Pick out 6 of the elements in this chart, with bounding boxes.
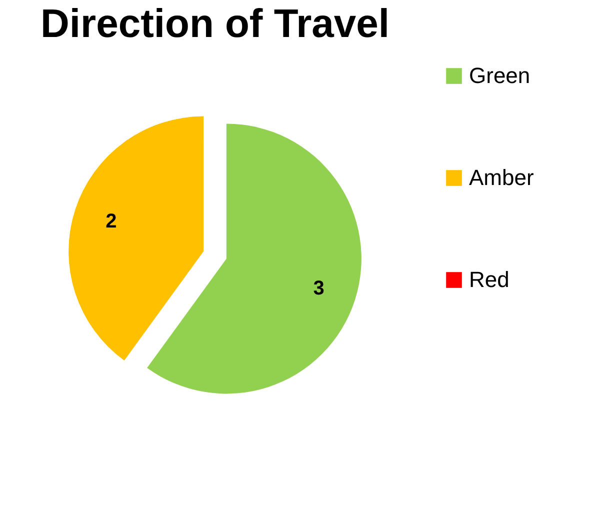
legend-label: Amber (469, 165, 534, 190)
legend-label: Red (469, 267, 510, 292)
data-label: 2 (106, 210, 117, 232)
data-label: 3 (313, 278, 324, 300)
legend-label: Green (469, 63, 530, 88)
chart-title: Direction of Travel (40, 2, 390, 46)
